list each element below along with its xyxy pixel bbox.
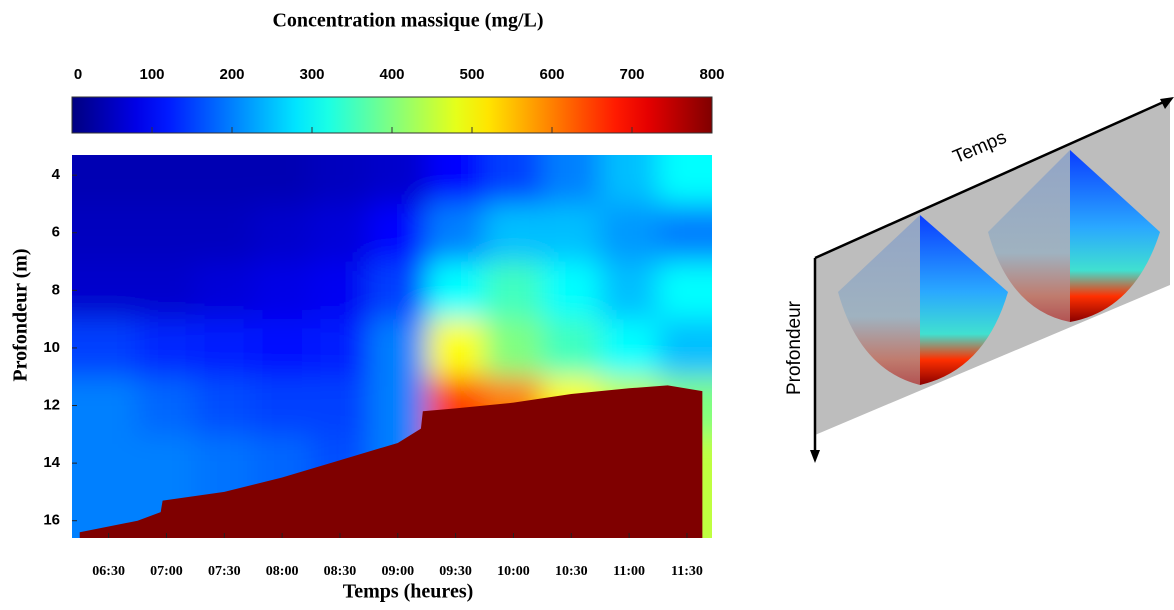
- y-tick-label: 8: [52, 281, 60, 298]
- heatmap-cell: [426, 261, 485, 320]
- y-axis-label: Profondeur (m): [10, 248, 32, 381]
- depth-label: Profondeur: [784, 300, 805, 395]
- arrow-head: [1160, 97, 1174, 109]
- x-tick-label: 11:30: [671, 564, 703, 579]
- time-axis: [814, 98, 1169, 260]
- time-label: Temps: [950, 127, 1010, 168]
- heatmap: [72, 155, 712, 538]
- colorbar-tick-label: 800: [699, 66, 724, 83]
- heatmap-cell: [484, 319, 543, 377]
- heatmap-cell: [72, 203, 138, 262]
- x-tick-label: 10:30: [555, 564, 588, 579]
- heatmap-cell: [426, 319, 485, 377]
- fan-left: [838, 215, 920, 385]
- heatmap-cell: [311, 261, 369, 320]
- colorbar-tick-label: 400: [379, 66, 404, 83]
- heatmap-cell: [484, 203, 543, 262]
- x-tick-label: 07:00: [150, 564, 183, 579]
- y-tick-label: 6: [52, 224, 60, 241]
- heatmap-cell: [253, 155, 312, 204]
- colorbar-tick-label: 0: [74, 66, 82, 83]
- heatmap-cell: [137, 203, 196, 262]
- heatmap-cell: [368, 319, 427, 377]
- x-tick-label: 07:30: [208, 564, 241, 579]
- heatmap-cell: [658, 155, 712, 204]
- heatmap-cell: [542, 261, 601, 320]
- heatmap-cell: [137, 376, 196, 435]
- heatmap-cell: [195, 434, 254, 492]
- heatmap-cell: [368, 376, 427, 435]
- colorbar-tick-label: 300: [299, 66, 324, 83]
- heatmap-cell: [542, 155, 601, 204]
- heatmap-cell: [195, 203, 254, 262]
- heatmap-cell: [137, 155, 196, 204]
- heatmap-cell: [368, 155, 427, 204]
- x-axis-label: Temps (heures): [343, 581, 474, 603]
- y-tick-label: 16: [43, 512, 60, 529]
- heatmap-cell: [542, 319, 601, 377]
- x-tick-label: 08:30: [324, 564, 357, 579]
- x-tick-label: 09:00: [381, 564, 414, 579]
- heatmap-cell: [426, 203, 485, 262]
- heatmap-cell: [253, 319, 312, 377]
- heatmap-cell: [72, 319, 138, 377]
- heatmap-cell: [311, 319, 369, 377]
- fan-right: [1070, 150, 1160, 322]
- x-tick-label: 08:00: [266, 564, 299, 579]
- heatmap-cell: [253, 376, 312, 435]
- heatmap-cell: [195, 261, 254, 320]
- heatmap-cell: [311, 203, 369, 262]
- heatmap-cell: [484, 155, 543, 204]
- x-tick-label: 09:30: [439, 564, 472, 579]
- colorbar-tick-label: 100: [139, 66, 164, 83]
- heatmap-cell: [253, 203, 312, 262]
- heatmap-cell: [311, 155, 369, 204]
- heatmap-cell: [72, 434, 138, 492]
- fan-left: [988, 150, 1070, 322]
- colorbar-tick-label: 500: [459, 66, 484, 83]
- heatmap-cell: [600, 319, 659, 377]
- y-tick-label: 10: [43, 339, 60, 356]
- heatmap-cell: [426, 155, 485, 204]
- heatmap-cell: [600, 203, 659, 262]
- heatmap-cell: [195, 319, 254, 377]
- y-tick-label: 12: [43, 397, 60, 414]
- bed: [79, 385, 703, 538]
- heatmap-cell: [484, 261, 543, 320]
- heatmap-cell: [368, 203, 427, 262]
- colorbar-tick-label: 200: [219, 66, 244, 83]
- heatmap-cell: [600, 155, 659, 204]
- arrow-head: [810, 450, 820, 463]
- heatmap-cell: [72, 155, 138, 204]
- heatmap-cell: [72, 376, 138, 435]
- x-tick-label: 10:00: [497, 564, 530, 579]
- heatmap-cell: [658, 261, 712, 320]
- heatmap-cell: [195, 155, 254, 204]
- heatmap-cell: [658, 203, 712, 262]
- fan-right: [920, 215, 1008, 385]
- heatmap-cell: [137, 319, 196, 377]
- y-tick-label: 4: [52, 166, 61, 183]
- heatmap-cell: [253, 261, 312, 320]
- colorbar-tick-label: 700: [619, 66, 644, 83]
- y-tick-label: 14: [43, 454, 60, 471]
- x-tick-label: 11:00: [613, 564, 645, 579]
- heatmap-cell: [195, 376, 254, 435]
- x-tick-label: 06:30: [92, 564, 125, 579]
- colorbar-title: Concentration massique (mg/L): [272, 10, 543, 32]
- diagram: Temps Profondeur: [784, 97, 1174, 463]
- heatmap-cell: [600, 261, 659, 320]
- heatmap-cell: [137, 261, 196, 320]
- heatmap-cell: [658, 319, 712, 377]
- heatmap-cell: [542, 203, 601, 262]
- colorbar-tick-label: 600: [539, 66, 564, 83]
- heatmap-cell: [368, 261, 427, 320]
- bed-layer: [79, 385, 703, 538]
- heatmap-cell: [311, 376, 369, 435]
- heatmap-cell: [137, 434, 196, 492]
- heatmap-cell: [72, 261, 138, 320]
